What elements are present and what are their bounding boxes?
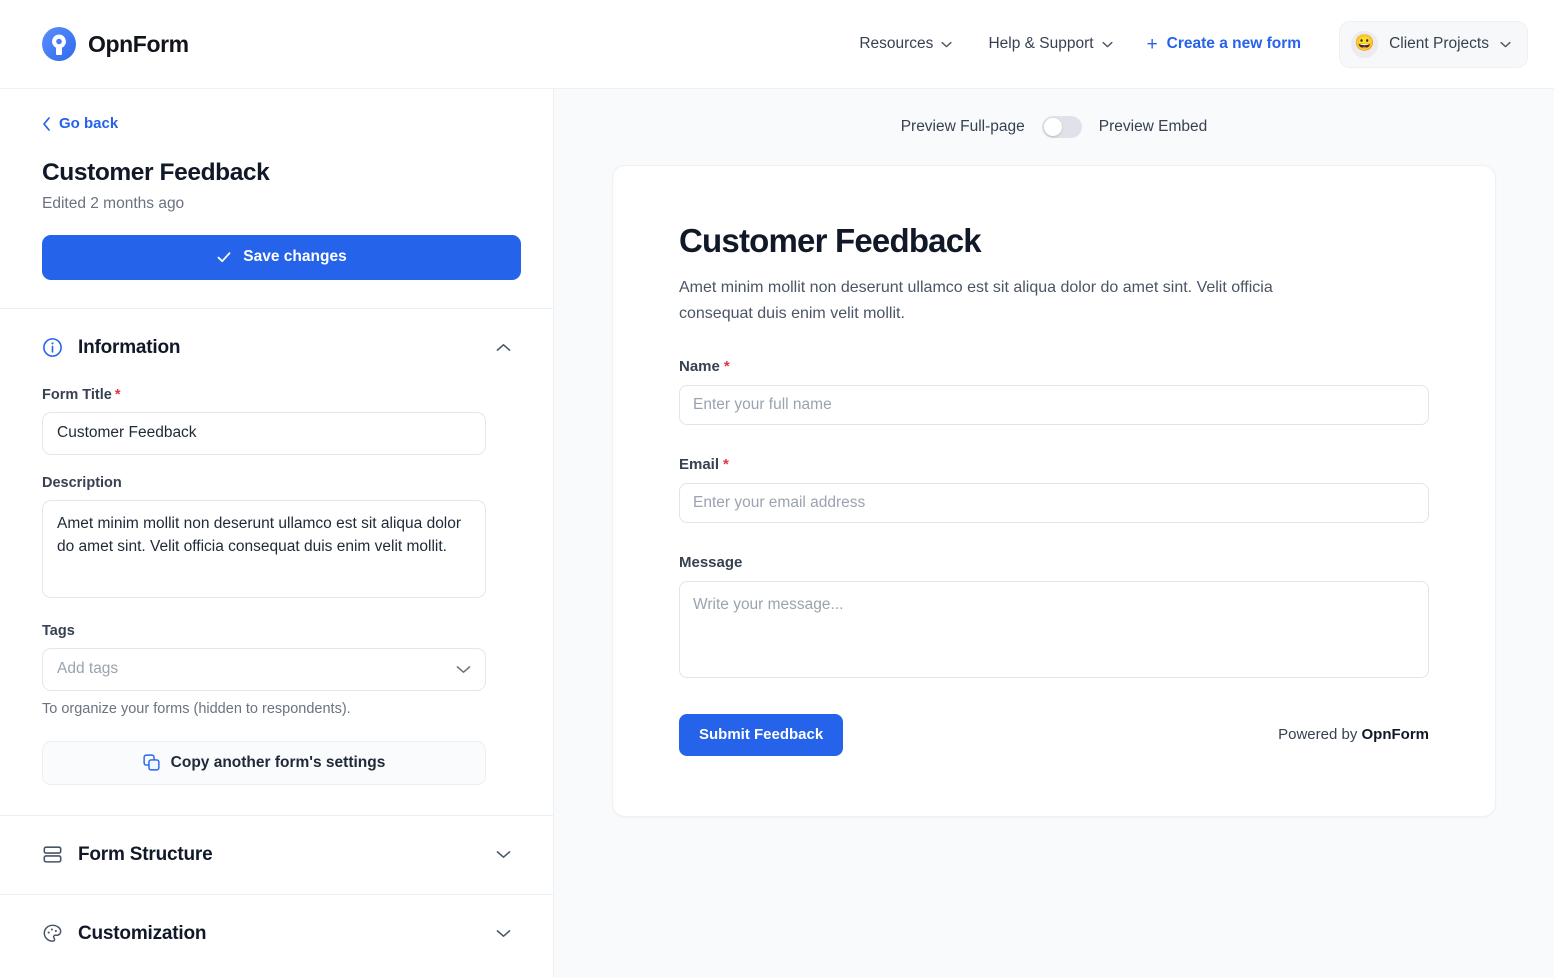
copy-form-settings-button[interactable]: Copy another form's settings <box>42 740 486 785</box>
preview-email-input[interactable] <box>679 482 1429 523</box>
info-circle-icon <box>43 338 62 357</box>
chevron-down-icon <box>1500 41 1511 47</box>
brand-name: OpnForm <box>88 30 189 57</box>
tags-label: Tags <box>42 623 511 639</box>
main-nav: Resources Help & Support + Create a new … <box>841 20 1528 68</box>
sidebar-header: Go back Customer Feedback Edited 2 month… <box>0 89 553 308</box>
preview-fullpage-label[interactable]: Preview Full-page <box>900 118 1025 135</box>
preview-field-name-label-text: Name <box>679 357 720 375</box>
tags-select[interactable]: Add tags <box>42 647 486 691</box>
page-title: Customer Feedback <box>42 158 270 186</box>
preview-embed-label[interactable]: Preview Embed <box>1098 118 1208 135</box>
form-title-field: Form Title * <box>42 387 511 455</box>
preview-field-name-label: Name * <box>679 358 1429 375</box>
nav-item-resources[interactable]: Resources <box>841 27 970 61</box>
chevron-down-icon[interactable] <box>496 850 511 859</box>
preview-form-title: Customer Feedback <box>679 222 982 259</box>
workspace-label: Client Projects <box>1389 35 1489 52</box>
chevron-up-icon[interactable] <box>496 343 511 352</box>
save-changes-label: Save changes <box>243 248 347 265</box>
form-title-label-text: Form Title <box>42 386 112 403</box>
preview-field-message-label-text: Message <box>679 553 743 571</box>
preview-mode-toggle[interactable] <box>1041 116 1082 138</box>
sidebar-divider <box>0 307 553 309</box>
go-back-label: Go back <box>59 115 119 132</box>
section-customization-title: Customization <box>78 922 207 944</box>
preview-field-email-label: Email * <box>679 456 1429 473</box>
copy-form-settings-label: Copy another form's settings <box>170 753 386 771</box>
chevron-down-icon <box>456 665 471 673</box>
preview-message-textarea[interactable] <box>679 580 1429 678</box>
form-description-textarea[interactable] <box>42 499 486 598</box>
nav-item-resources-label: Resources <box>859 35 934 52</box>
chevron-left-icon <box>43 116 50 131</box>
section-customization: Customization <box>0 895 553 973</box>
preview-form-footer: Submit Feedback Powered by OpnForm <box>679 713 1429 756</box>
preview-mode-switcher: Preview Full-page Preview Embed <box>554 89 1554 165</box>
chevron-down-icon <box>941 41 953 47</box>
opnform-logo-icon <box>42 27 76 61</box>
avatar: 😀 <box>1351 30 1379 58</box>
tags-label-text: Tags <box>42 622 75 639</box>
brand-logo[interactable]: OpnForm <box>42 27 189 61</box>
layout-rows-icon <box>43 846 62 863</box>
preview-field-message-label: Message <box>679 554 1429 571</box>
nav-item-help-support[interactable]: Help & Support <box>970 27 1130 61</box>
powered-by-brand: OpnForm <box>1361 726 1430 744</box>
palette-icon <box>43 924 62 942</box>
plus-icon: + <box>1146 33 1158 55</box>
form-preview-card: Customer Feedback Amet minim mollit non … <box>612 165 1496 817</box>
section-form-structure: Form Structure <box>0 816 553 894</box>
section-information: Information Form Title * Description <box>0 309 553 785</box>
form-preview-pane: Preview Full-page Preview Embed Customer… <box>554 89 1554 978</box>
preview-field-name: Name * <box>679 358 1429 425</box>
create-new-form-button[interactable]: + Create a new form <box>1131 27 1318 62</box>
form-description-field: Description <box>42 475 511 603</box>
preview-field-email-label-text: Email <box>679 455 720 473</box>
preview-form-description: Amet minim mollit non deserunt ullamco e… <box>679 279 1273 322</box>
form-title-label: Form Title * <box>42 387 511 403</box>
nav-item-help-support-label: Help & Support <box>988 35 1094 52</box>
create-new-form-label: Create a new form <box>1166 35 1302 52</box>
last-edited-text: Edited 2 months ago <box>42 194 185 212</box>
required-marker: * <box>723 357 730 375</box>
powered-by-prefix: Powered by <box>1278 726 1362 744</box>
sidebar-divider <box>0 893 553 895</box>
tags-hint: To organize your forms (hidden to respon… <box>42 700 351 717</box>
workspace-switcher[interactable]: 😀 Client Projects <box>1339 20 1528 68</box>
tags-field: Tags Add tags To organize your forms (hi… <box>42 623 511 717</box>
section-information-header[interactable]: Information <box>42 309 511 387</box>
save-changes-button[interactable]: Save changes <box>42 234 521 280</box>
preview-field-message: Message <box>679 554 1429 683</box>
form-description-label-text: Description <box>42 474 122 491</box>
form-title-input[interactable] <box>42 411 486 455</box>
section-form-structure-title: Form Structure <box>78 843 213 865</box>
section-information-title: Information <box>78 336 181 358</box>
submit-feedback-button[interactable]: Submit Feedback <box>679 713 844 756</box>
app-shell: Go back Customer Feedback Edited 2 month… <box>0 89 1554 978</box>
chevron-down-icon <box>1101 41 1113 47</box>
section-customization-header[interactable]: Customization <box>42 895 511 973</box>
chevron-down-icon[interactable] <box>496 929 511 938</box>
required-marker: * <box>114 386 121 403</box>
preview-name-input[interactable] <box>679 384 1429 425</box>
required-marker: * <box>723 455 729 473</box>
powered-by-text: Powered by OpnForm <box>1278 726 1429 743</box>
sidebar-divider <box>0 814 553 816</box>
section-form-structure-header[interactable]: Form Structure <box>42 816 511 894</box>
top-navigation-bar: OpnForm Resources Help & Support + Creat… <box>0 0 1554 89</box>
check-icon <box>217 252 231 263</box>
go-back-link[interactable]: Go back <box>42 115 118 132</box>
copy-icon <box>143 754 160 771</box>
preview-field-email: Email * <box>679 456 1429 523</box>
tags-placeholder: Add tags <box>57 660 119 677</box>
toggle-knob <box>1043 118 1062 136</box>
form-description-label: Description <box>42 475 511 491</box>
form-editor-sidebar: Go back Customer Feedback Edited 2 month… <box>0 89 554 978</box>
